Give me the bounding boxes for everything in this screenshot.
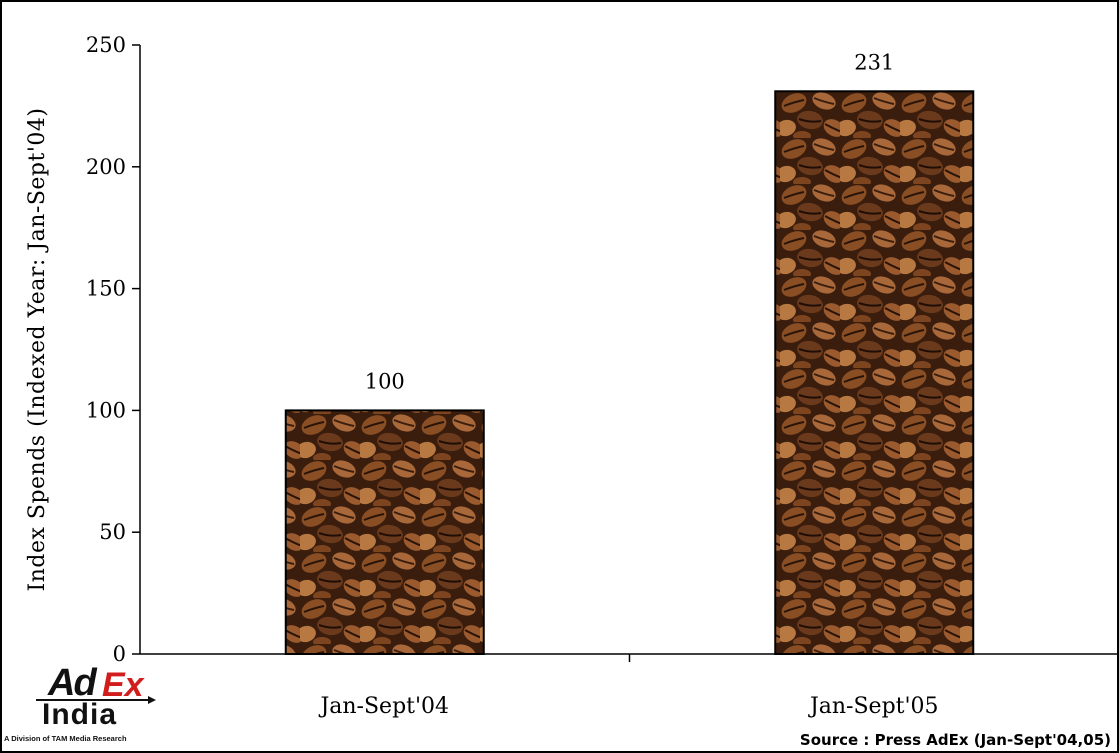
y-tick-label: 50	[99, 520, 126, 544]
logo-india-text: India	[42, 698, 118, 731]
y-axis-label: Index Spends (Indexed Year: Jan-Sept'04)	[25, 108, 50, 592]
x-category-label: Jan-Sept'04	[318, 694, 449, 719]
y-tick-label: 200	[86, 155, 126, 179]
adex-india-logo: Ad Ex India A Division of TAM Media Rese…	[4, 662, 160, 748]
bar	[774, 90, 975, 655]
logo-ad-text: Ad	[48, 662, 97, 704]
bar	[284, 409, 485, 655]
y-tick-label: 100	[86, 398, 126, 422]
y-tick-label: 250	[86, 33, 126, 57]
logo-subtitle: A Division of TAM Media Research	[4, 734, 127, 743]
bar-data-label: 100	[365, 369, 405, 393]
x-category-label: Jan-Sept'05	[808, 694, 939, 719]
y-tick-label: 150	[86, 277, 126, 301]
y-tick-label: 0	[113, 642, 126, 666]
logo-arrow-icon	[36, 696, 156, 704]
bar-data-label: 231	[854, 50, 894, 74]
source-note: Source : Press AdEx (Jan-Sept'04,05)	[799, 731, 1111, 749]
logo-ex-text: Ex	[102, 666, 144, 704]
